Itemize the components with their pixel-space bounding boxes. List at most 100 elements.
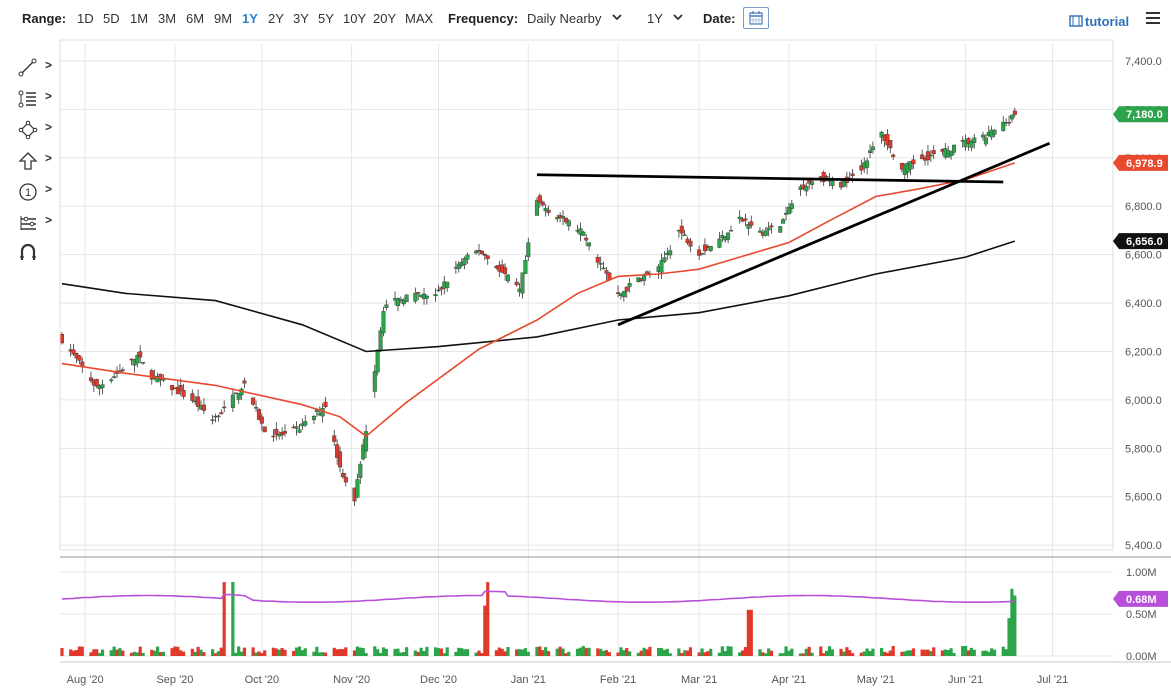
tutorial-link[interactable]: tutorial [1085, 14, 1130, 29]
range-3m-button[interactable]: 3M [158, 11, 177, 26]
volume-bar [477, 650, 481, 656]
volume-bar [1013, 595, 1017, 656]
chevron-right-icon[interactable]: > [45, 182, 53, 196]
volume-bar [74, 649, 79, 656]
menu-icon[interactable] [1146, 12, 1160, 26]
volume-bar [932, 647, 936, 656]
range-2y-button[interactable]: 2Y [268, 11, 284, 26]
candle-body [624, 286, 629, 292]
volume-bar [929, 651, 933, 656]
candle-body [178, 385, 183, 391]
chevron-down-icon[interactable] [673, 14, 683, 22]
volume-bar [685, 650, 690, 656]
candle-body [416, 291, 421, 294]
candle-body [720, 235, 725, 239]
volume-bar [1007, 618, 1011, 656]
volume-bar [717, 652, 722, 656]
volume-badge-text: 0.68M [1126, 594, 1157, 606]
slow-ma-badge-shape [1113, 233, 1168, 250]
price-badges: 7,180.0 6,978.9 6,656.0 0.68M [1113, 106, 1168, 607]
candle-body [355, 479, 360, 498]
candle-body [688, 240, 693, 247]
candle-body [361, 444, 366, 460]
arrow-tool[interactable]: > [14, 149, 56, 171]
annotation-tool[interactable]: 1 > [14, 180, 56, 202]
candle-body [175, 387, 180, 395]
time-tick-label: Feb '21 [600, 674, 636, 686]
volume-bar [338, 648, 342, 656]
candle-body [810, 181, 815, 185]
candle-body [587, 242, 592, 247]
volume-bar [445, 647, 449, 656]
candle-body [401, 300, 406, 305]
candle-body [1009, 114, 1014, 120]
candle-body [604, 270, 609, 274]
range-5d-button[interactable]: 5D [103, 11, 120, 26]
volume-bar [480, 653, 484, 656]
candle-body [870, 146, 875, 151]
volume-bar [520, 649, 525, 656]
range-20y-button[interactable]: 20Y [373, 11, 397, 26]
candle-body [526, 242, 531, 258]
volume-bar [341, 649, 345, 656]
candle-body [908, 160, 913, 170]
volume-bar [364, 653, 368, 656]
candle-body [254, 406, 259, 409]
range-1d-button[interactable]: 1D [77, 11, 94, 26]
volume-bar [251, 647, 255, 656]
volume-bar [283, 649, 287, 656]
volume-bar [639, 650, 643, 656]
volume-bar [851, 653, 855, 656]
volume-bar [413, 650, 417, 656]
volume-bar [486, 582, 490, 656]
range-9m-button[interactable]: 9M [214, 11, 233, 26]
volume-bar [798, 653, 803, 656]
film-icon[interactable] [1069, 15, 1083, 27]
date-picker-button[interactable] [743, 7, 769, 29]
candle-body [824, 176, 829, 178]
range-1m-button[interactable]: 1M [130, 11, 149, 26]
chevron-right-icon[interactable]: > [45, 213, 53, 227]
volume-bar [402, 651, 406, 656]
chevron-right-icon[interactable]: > [45, 120, 53, 134]
candle-body [456, 263, 461, 269]
range-6m-button[interactable]: 6M [186, 11, 205, 26]
chevron-right-icon[interactable]: > [45, 89, 53, 103]
range-5y-button[interactable]: 5Y [318, 11, 334, 26]
fibonacci-tool[interactable]: > [14, 87, 56, 109]
candle-body [230, 394, 235, 408]
measure-tool[interactable]: > [14, 211, 56, 233]
volume-bar [946, 650, 950, 656]
candle-body [868, 150, 873, 154]
volume-bar [315, 646, 319, 656]
volume-bar [118, 648, 122, 656]
trendline-tool[interactable]: > [14, 56, 56, 78]
candle-body [210, 419, 215, 421]
volume-bar [839, 648, 843, 656]
candle-body [436, 289, 441, 292]
range-10y-button[interactable]: 10Y [343, 11, 367, 26]
candle-body [920, 154, 925, 160]
range-max-button[interactable]: MAX [405, 11, 434, 26]
candle-body [161, 378, 166, 381]
candle-body [1012, 110, 1017, 115]
candle-body [682, 234, 687, 237]
shapes-tool[interactable]: > [14, 118, 56, 140]
volume-bar [882, 651, 887, 656]
magnet-tool[interactable] [14, 240, 56, 262]
volume-bar [787, 650, 791, 656]
range-3y-button[interactable]: 3Y [293, 11, 309, 26]
last-price-badge-shape [1113, 106, 1168, 123]
volume-bar [138, 646, 142, 656]
chevron-right-icon[interactable]: > [45, 58, 53, 72]
candle-body [726, 232, 731, 240]
candle-body [242, 380, 247, 384]
frequency-select[interactable]: Daily Nearby [527, 11, 602, 26]
chevron-down-icon[interactable] [612, 14, 622, 22]
chevron-right-icon[interactable]: > [45, 151, 53, 165]
volume-bar [987, 651, 991, 656]
period-select[interactable]: 1Y [647, 11, 663, 26]
candle-body [135, 355, 140, 364]
range-1y-button[interactable]: 1Y [242, 11, 258, 26]
